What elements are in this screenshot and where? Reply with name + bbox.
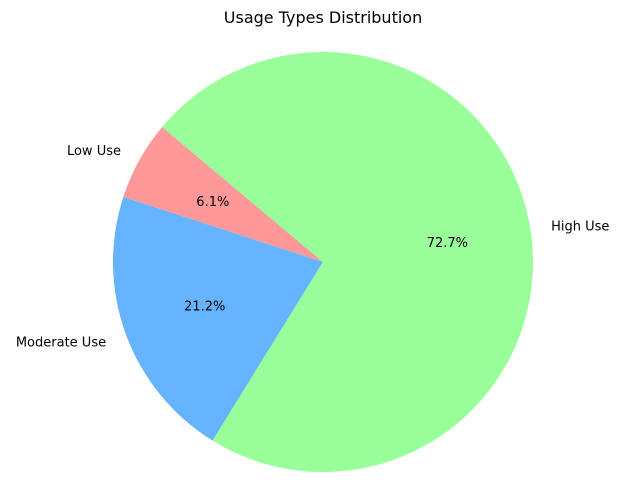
pie-category-label-moderate-use: Moderate Use: [16, 335, 106, 350]
pie-labels: 6.1% Low Use 21.2% Moderate Use 72.7% High Us…: [16, 144, 610, 351]
pie-slice-moderate-use: [113, 196, 323, 441]
pie-category-label-high-use: High Use: [551, 219, 609, 234]
pie-pct-label-high-use: 72.7%: [427, 236, 468, 251]
pie-pct-label-moderate-use: 21.2%: [184, 299, 225, 314]
pie-slice-low-use: [123, 127, 323, 262]
pie-category-label-low-use: Low Use: [67, 144, 121, 159]
chart-title: Usage Types Distribution: [224, 8, 422, 27]
pie-slice-high-use: [162, 52, 533, 473]
pie-pct-label-low-use: 6.1%: [196, 195, 229, 210]
pie-slices: [113, 52, 533, 473]
